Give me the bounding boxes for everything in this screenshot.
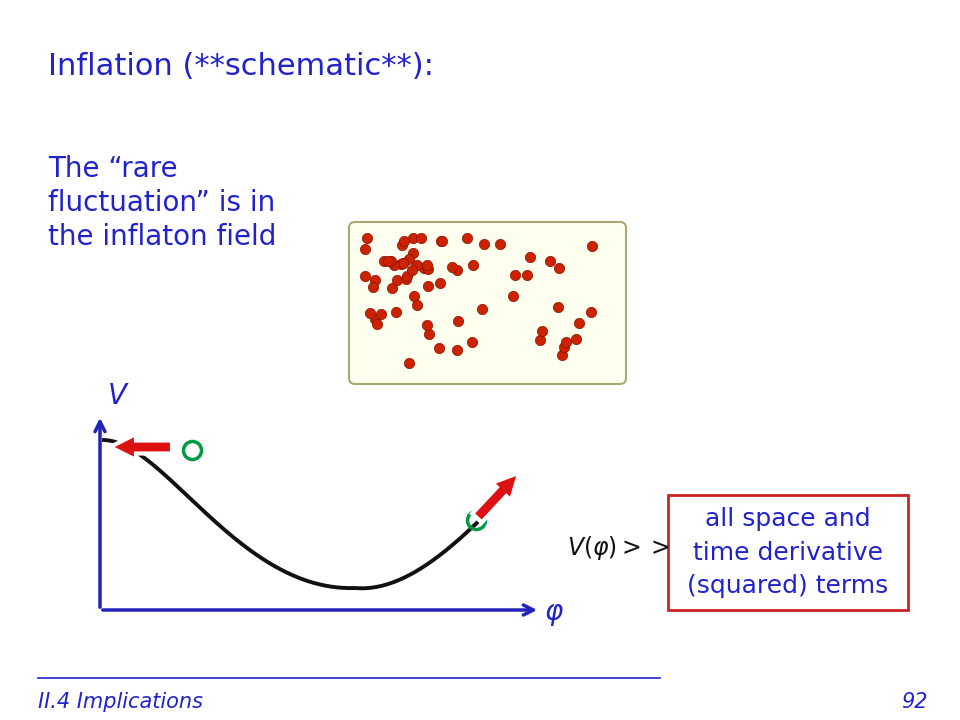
- FancyArrow shape: [110, 434, 172, 460]
- Point: [395, 239, 410, 251]
- Point: [522, 251, 538, 263]
- Point: [449, 265, 465, 276]
- Point: [359, 233, 374, 244]
- Point: [395, 257, 410, 269]
- Point: [551, 263, 566, 274]
- Point: [357, 270, 372, 282]
- Point: [385, 282, 400, 294]
- Text: $V(\varphi)>>$: $V(\varphi)>>$: [567, 534, 670, 562]
- Point: [369, 318, 384, 330]
- Point: [421, 328, 437, 339]
- Point: [362, 307, 377, 319]
- Point: [404, 264, 420, 276]
- Point: [376, 256, 392, 267]
- Point: [542, 256, 558, 267]
- Point: [394, 258, 409, 270]
- Point: [492, 239, 507, 251]
- Point: [532, 335, 547, 346]
- Point: [433, 278, 448, 289]
- Point: [444, 261, 460, 273]
- Point: [420, 280, 436, 292]
- Point: [449, 345, 465, 356]
- Point: [420, 260, 435, 271]
- Point: [474, 304, 490, 315]
- Point: [554, 348, 569, 360]
- Point: [410, 300, 425, 311]
- Point: [388, 306, 403, 318]
- Point: [466, 259, 481, 271]
- Point: [558, 336, 573, 348]
- Point: [460, 233, 475, 244]
- Point: [417, 262, 432, 274]
- FancyBboxPatch shape: [349, 222, 626, 384]
- Point: [434, 235, 449, 247]
- Point: [518, 269, 534, 280]
- Point: [406, 247, 421, 258]
- Point: [383, 256, 398, 267]
- Point: [396, 257, 411, 269]
- Point: [398, 274, 414, 285]
- Point: [405, 233, 420, 244]
- Text: V: V: [108, 382, 127, 410]
- Point: [401, 253, 417, 264]
- Point: [386, 259, 401, 271]
- Text: φ: φ: [545, 598, 564, 626]
- Point: [584, 307, 599, 318]
- Point: [433, 235, 448, 246]
- Text: fluctuation” is in: fluctuation” is in: [48, 189, 276, 217]
- Point: [505, 290, 520, 302]
- Point: [357, 243, 372, 255]
- Text: all space and
time derivative
(squared) terms: all space and time derivative (squared) …: [687, 507, 889, 598]
- Point: [420, 264, 436, 275]
- Point: [431, 342, 446, 354]
- Point: [584, 240, 599, 251]
- Point: [556, 341, 571, 352]
- FancyBboxPatch shape: [668, 495, 908, 610]
- Point: [380, 255, 396, 266]
- Point: [568, 333, 584, 344]
- Point: [413, 233, 428, 244]
- Point: [396, 235, 412, 247]
- Point: [551, 302, 566, 313]
- Point: [401, 357, 417, 369]
- Point: [464, 336, 479, 348]
- Point: [450, 315, 466, 326]
- Text: 92: 92: [901, 692, 928, 712]
- Point: [535, 325, 550, 336]
- Point: [367, 313, 382, 325]
- Point: [419, 319, 434, 330]
- Point: [373, 308, 389, 320]
- Point: [367, 274, 382, 286]
- Point: [406, 290, 421, 302]
- Text: the inflaton field: the inflaton field: [48, 223, 276, 251]
- FancyArrow shape: [472, 472, 519, 523]
- Text: The “rare: The “rare: [48, 155, 178, 183]
- Point: [571, 318, 587, 329]
- Point: [399, 270, 415, 282]
- Point: [507, 270, 522, 282]
- Text: Inflation (**schematic**):: Inflation (**schematic**):: [48, 52, 434, 81]
- Text: II.4 Implications: II.4 Implications: [38, 692, 203, 712]
- Point: [477, 238, 492, 250]
- Point: [389, 274, 404, 286]
- Point: [409, 259, 424, 271]
- Point: [365, 281, 380, 292]
